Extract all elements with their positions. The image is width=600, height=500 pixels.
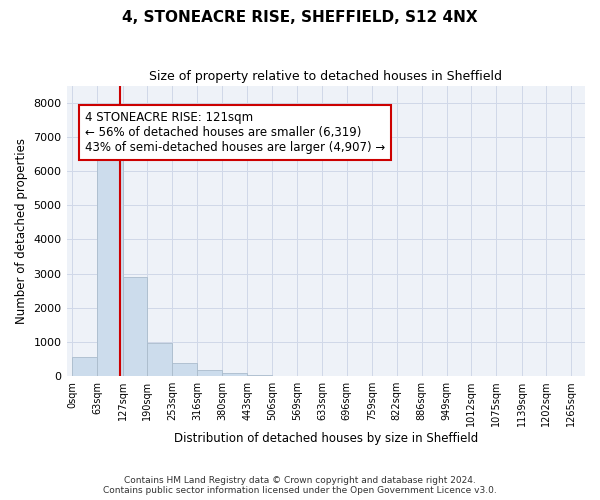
- Bar: [222, 373, 247, 376]
- Bar: [247, 374, 272, 376]
- Bar: [172, 363, 197, 376]
- Y-axis label: Number of detached properties: Number of detached properties: [15, 138, 28, 324]
- Bar: [148, 343, 172, 376]
- Bar: [197, 370, 222, 376]
- Text: 4 STONEACRE RISE: 121sqm
← 56% of detached houses are smaller (6,319)
43% of sem: 4 STONEACRE RISE: 121sqm ← 56% of detach…: [85, 111, 385, 154]
- Bar: [97, 158, 122, 376]
- Bar: [73, 358, 97, 376]
- Text: Contains HM Land Registry data © Crown copyright and database right 2024.
Contai: Contains HM Land Registry data © Crown c…: [103, 476, 497, 495]
- Text: 4, STONEACRE RISE, SHEFFIELD, S12 4NX: 4, STONEACRE RISE, SHEFFIELD, S12 4NX: [122, 10, 478, 25]
- Bar: [122, 277, 148, 376]
- Title: Size of property relative to detached houses in Sheffield: Size of property relative to detached ho…: [149, 70, 502, 83]
- X-axis label: Distribution of detached houses by size in Sheffield: Distribution of detached houses by size …: [173, 432, 478, 445]
